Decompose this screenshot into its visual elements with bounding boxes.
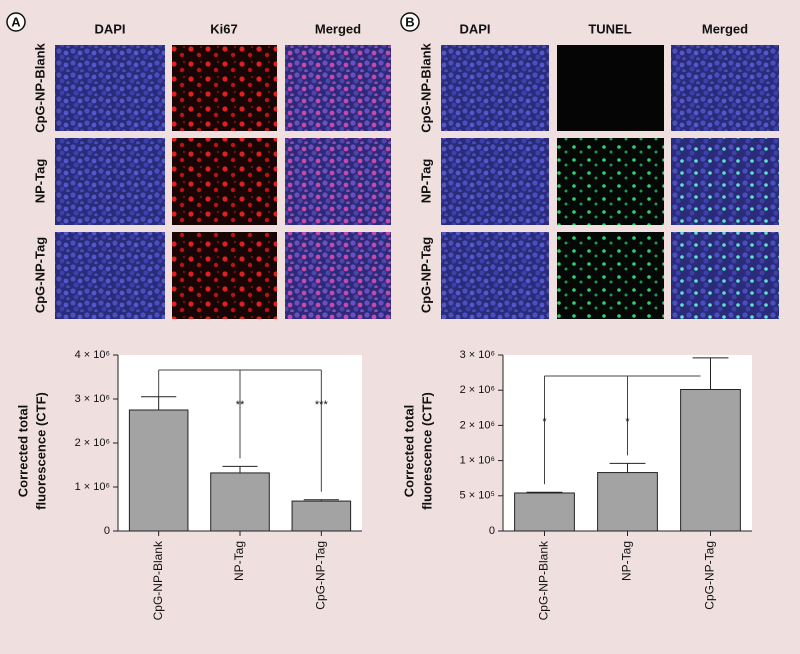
y-axis-label: fluorescence (CTF) [419, 392, 434, 510]
micrograph [671, 138, 779, 225]
micrograph [557, 232, 664, 319]
micrograph [285, 138, 391, 225]
column-header: DAPI [459, 21, 490, 36]
y-tick-label: 2 × 10⁶ [460, 419, 495, 431]
micrograph [172, 138, 277, 225]
bar [597, 472, 658, 532]
column-header: DAPI [94, 21, 125, 36]
micrograph [285, 232, 391, 319]
micrograph [441, 45, 549, 131]
x-tick-label: CpG-NP-Blank [537, 540, 551, 620]
bar [514, 492, 575, 532]
significance: *** [315, 399, 329, 411]
micrograph [285, 45, 391, 131]
row-label: NP-Tag [32, 159, 47, 204]
y-tick-label: 0 [489, 525, 495, 537]
micrograph [671, 45, 779, 131]
micrograph [55, 232, 165, 319]
y-axis-label: Corrected total [401, 405, 416, 497]
y-tick-label: 0 [104, 525, 110, 537]
y-axis-label: fluorescence (CTF) [33, 392, 48, 510]
y-tick-label: 1 × 10⁶ [75, 481, 110, 493]
significance: * [542, 416, 547, 428]
y-tick-label: 1 × 10⁶ [460, 455, 495, 467]
micrograph [55, 45, 165, 131]
row-label: NP-Tag [418, 159, 433, 204]
micrograph [172, 45, 277, 131]
micrograph [557, 138, 664, 225]
panel-label: A [11, 14, 21, 29]
panel-label: B [405, 14, 414, 29]
y-tick-label: 5 × 10⁵ [460, 490, 495, 502]
x-tick-label: CpG-NP-Tag [314, 541, 328, 610]
column-header: Merged [702, 21, 748, 36]
micrographs [55, 45, 779, 319]
micrograph [441, 138, 549, 225]
micrograph [671, 232, 779, 319]
y-tick-label: 2 × 10⁶ [460, 384, 495, 396]
row-label: CpG-NP-Tag [32, 237, 47, 313]
y-tick-label: 3 × 10⁶ [75, 393, 110, 405]
bar [210, 472, 270, 532]
y-tick-label: 2 × 10⁶ [75, 437, 110, 449]
column-header: TUNEL [588, 21, 631, 36]
panel-badge [400, 12, 420, 32]
row-label: CpG-NP-Blank [32, 42, 47, 132]
bar [128, 409, 189, 532]
micrograph [557, 45, 664, 131]
micrograph [441, 232, 549, 319]
y-axis-label: Corrected total [15, 405, 30, 497]
bar [680, 388, 741, 532]
y-tick-label: 3 × 10⁶ [460, 349, 495, 361]
y-tick-label: 4 × 10⁶ [75, 349, 110, 361]
micrograph [55, 138, 165, 225]
micrograph [172, 232, 277, 319]
row-label: CpG-NP-Blank [418, 42, 433, 132]
significance: ** [236, 399, 245, 411]
column-header: Ki67 [210, 21, 237, 36]
x-tick-label: CpG-NP-Blank [151, 540, 165, 620]
x-tick-label: NP-Tag [620, 541, 634, 581]
row-label: CpG-NP-Tag [418, 237, 433, 313]
x-tick-label: CpG-NP-Tag [703, 541, 717, 610]
panel-badge [6, 12, 26, 32]
significance: * [625, 416, 630, 428]
bar [291, 500, 352, 532]
x-tick-label: NP-Tag [232, 541, 246, 581]
column-header: Merged [315, 21, 361, 36]
